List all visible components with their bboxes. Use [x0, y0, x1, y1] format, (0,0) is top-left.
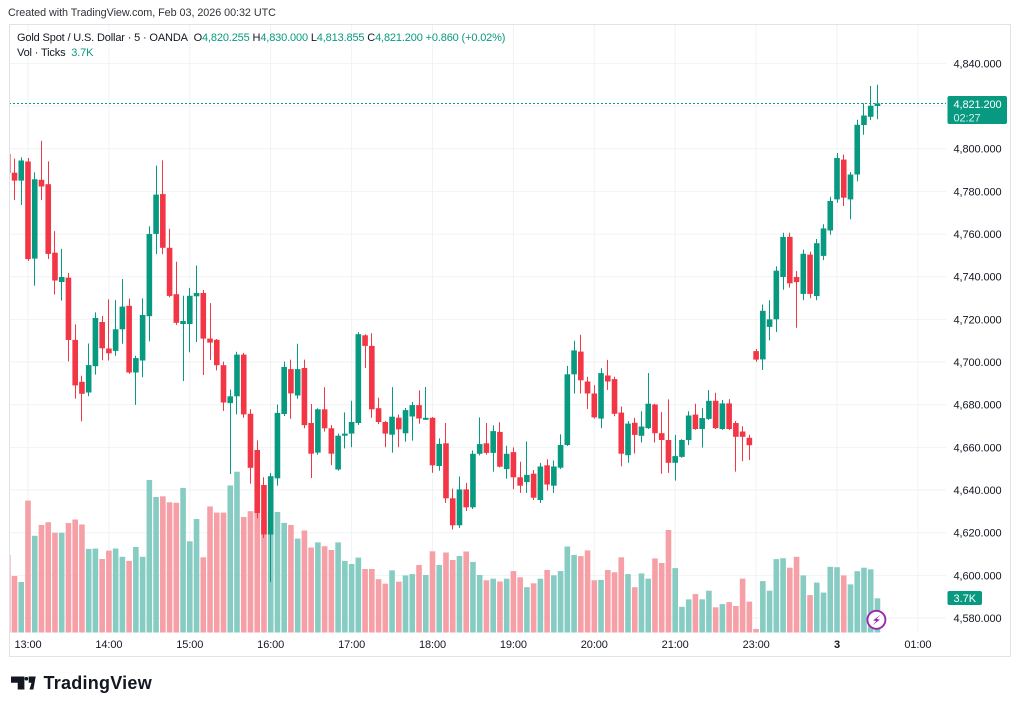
svg-text:16:00: 16:00	[257, 639, 284, 651]
svg-text:19:00: 19:00	[500, 639, 527, 651]
svg-text:23:00: 23:00	[743, 639, 770, 651]
svg-text:4,640.000: 4,640.000	[954, 485, 1002, 497]
svg-text:4,840.000: 4,840.000	[954, 58, 1002, 70]
svg-text:4,580.000: 4,580.000	[954, 613, 1002, 625]
svg-text:21:00: 21:00	[662, 639, 689, 651]
svg-text:18:00: 18:00	[419, 639, 446, 651]
svg-text:4,600.000: 4,600.000	[954, 570, 1002, 582]
svg-text:3: 3	[834, 639, 840, 651]
svg-text:4,620.000: 4,620.000	[954, 528, 1002, 540]
svg-text:01:00: 01:00	[904, 639, 931, 651]
svg-text:17:00: 17:00	[338, 639, 365, 651]
svg-text:4,821.200: 4,821.200	[954, 99, 1002, 111]
svg-text:4,780.000: 4,780.000	[954, 186, 1002, 198]
svg-text:02:27: 02:27	[954, 112, 981, 124]
svg-text:14:00: 14:00	[95, 639, 122, 651]
svg-text:4,680.000: 4,680.000	[954, 400, 1002, 412]
svg-text:4,740.000: 4,740.000	[954, 272, 1002, 284]
svg-text:4,720.000: 4,720.000	[954, 314, 1002, 326]
svg-text:15:00: 15:00	[176, 639, 203, 651]
svg-text:3.7K: 3.7K	[954, 593, 977, 605]
svg-text:13:00: 13:00	[14, 639, 41, 651]
svg-text:4,760.000: 4,760.000	[954, 229, 1002, 241]
svg-text:4,700.000: 4,700.000	[954, 357, 1002, 369]
svg-text:4,660.000: 4,660.000	[954, 442, 1002, 454]
svg-text:20:00: 20:00	[581, 639, 608, 651]
svg-text:4,800.000: 4,800.000	[954, 144, 1002, 156]
